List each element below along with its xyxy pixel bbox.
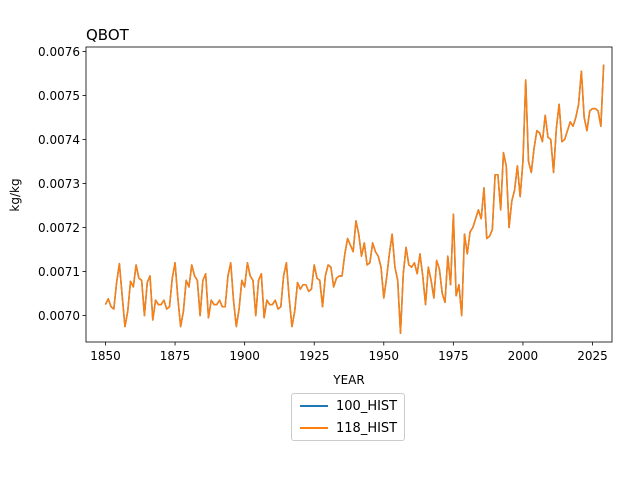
- series-lines: [104, 64, 605, 334]
- y-tick-label: 0.0076: [38, 45, 80, 59]
- y-tick-label: 0.0072: [38, 221, 80, 235]
- legend-item-100-hist: 100_HIST: [300, 397, 397, 415]
- x-tick-label: 1900: [229, 349, 260, 363]
- y-tick-label: 0.0074: [38, 133, 80, 147]
- x-tick-label: 1950: [369, 349, 400, 363]
- y-tick-label: 0.0071: [38, 265, 80, 279]
- legend-label-118-hist: 118_HIST: [336, 420, 398, 436]
- x-axis-label: YEAR: [332, 373, 364, 387]
- chart-title: QBOT: [86, 26, 130, 44]
- y-tick-label: 0.0070: [38, 309, 80, 323]
- y-axis: 0.0070 0.0071 0.0072 0.0073 0.0074 0.0075 0.00…: [38, 45, 86, 323]
- y-tick-label: 0.0073: [38, 177, 80, 191]
- y-axis-label: kg/kg: [8, 178, 22, 211]
- x-axis: 1850 1875 1900 1925 1950 1975 2000 2025: [90, 342, 608, 363]
- x-tick-label: 2000: [508, 349, 539, 363]
- series-line-118-hist: [104, 64, 605, 334]
- x-tick-label: 1875: [160, 349, 191, 363]
- y-tick-label: 0.0075: [38, 89, 80, 103]
- legend-label-100-hist: 100_HIST: [336, 398, 398, 414]
- legend-item-118-hist: 118_HIST: [300, 419, 397, 437]
- x-tick-label: 1975: [438, 349, 469, 363]
- legend-swatch-118-hist: [300, 427, 328, 429]
- x-tick-label: 2025: [577, 349, 608, 363]
- legend: 100_HIST 118_HIST: [291, 393, 405, 441]
- legend-swatch-100-hist: [300, 405, 328, 407]
- x-tick-label: 1850: [90, 349, 121, 363]
- x-tick-label: 1925: [299, 349, 330, 363]
- plot-area: [85, 46, 613, 343]
